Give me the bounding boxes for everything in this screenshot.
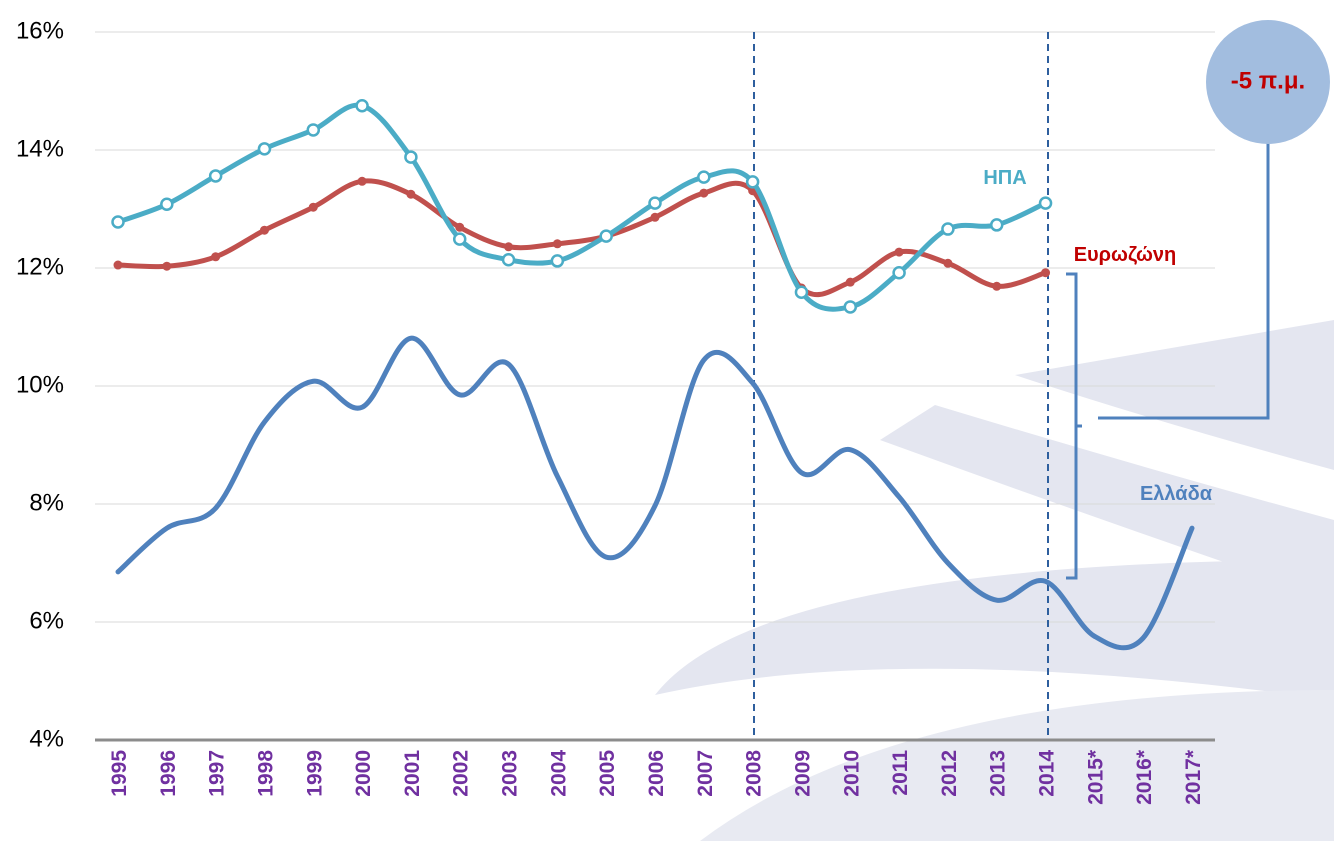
x-tick-label: 2015* bbox=[1084, 749, 1107, 805]
y-tick-label: 12% bbox=[16, 253, 64, 280]
marker bbox=[208, 169, 223, 183]
series-line bbox=[115, 178, 1049, 297]
marker bbox=[650, 212, 660, 222]
x-tick-label: 2003 bbox=[499, 750, 522, 797]
x-tick-label: 2004 bbox=[547, 750, 570, 797]
marker bbox=[357, 176, 367, 186]
marker bbox=[599, 229, 613, 243]
x-tick-label: 2016* bbox=[1133, 749, 1156, 805]
marker bbox=[306, 123, 321, 137]
marker bbox=[697, 170, 711, 184]
plot bbox=[111, 99, 1195, 651]
x-tick-label: 2011 bbox=[889, 750, 912, 796]
x-tick-label: 1996 bbox=[157, 750, 180, 797]
x-tick-label: 2008 bbox=[743, 750, 766, 797]
x-tick-label: 2007 bbox=[694, 750, 717, 797]
annotation-bubble bbox=[1206, 20, 1330, 144]
y-tick-label: 16% bbox=[16, 17, 64, 44]
x-tick-label: 2017* bbox=[1182, 749, 1205, 805]
x-tick-label: 2014 bbox=[1036, 750, 1059, 797]
connector bbox=[1098, 140, 1270, 420]
marker bbox=[1041, 268, 1051, 278]
x-tick-label: 2010 bbox=[840, 750, 863, 797]
x-tick-label: 1999 bbox=[303, 750, 326, 797]
series-label: Ευρωζώνη bbox=[1074, 244, 1177, 266]
y-tick-label: 14% bbox=[16, 135, 64, 162]
marker bbox=[355, 99, 369, 113]
marker bbox=[745, 175, 760, 189]
marker bbox=[892, 265, 906, 280]
series-line bbox=[115, 335, 1195, 651]
y-tick-label: 6% bbox=[29, 607, 64, 634]
marker bbox=[550, 254, 565, 268]
grid: 4% 6% 8% 10% 12% 14% 16% 1995 1996 1997 1998 1999 20… bbox=[16, 17, 1215, 805]
marker bbox=[259, 225, 269, 235]
marker bbox=[943, 258, 953, 268]
x-tick-label: 2001 bbox=[401, 750, 424, 797]
marker bbox=[455, 222, 465, 232]
marker bbox=[501, 252, 516, 267]
series-label: Ελλάδα bbox=[1140, 483, 1213, 505]
x-tick-label: 2002 bbox=[450, 750, 473, 797]
marker bbox=[404, 150, 418, 164]
marker bbox=[894, 247, 904, 257]
marker bbox=[162, 261, 172, 271]
marker bbox=[843, 300, 858, 314]
x-tick-label: 2009 bbox=[791, 750, 814, 797]
marker bbox=[113, 260, 123, 270]
x-tick-label: 2005 bbox=[596, 750, 619, 797]
marker bbox=[845, 277, 855, 287]
marker bbox=[648, 196, 662, 210]
marker bbox=[160, 197, 174, 212]
x-tick-label: 2012 bbox=[938, 750, 961, 797]
x-tick-label: 2000 bbox=[352, 750, 375, 797]
marker bbox=[552, 239, 562, 249]
marker bbox=[1038, 196, 1053, 210]
marker bbox=[452, 232, 467, 246]
x-tick-label: 2013 bbox=[987, 750, 1010, 797]
marker bbox=[699, 188, 709, 198]
marker bbox=[111, 215, 125, 229]
marker bbox=[406, 189, 416, 199]
marker bbox=[211, 252, 221, 262]
marker bbox=[989, 218, 1004, 232]
marker bbox=[992, 281, 1002, 291]
y-tick-label: 10% bbox=[16, 371, 64, 398]
x-tick-label: 2006 bbox=[645, 750, 668, 797]
y-tick-label: 4% bbox=[29, 725, 64, 752]
x-tick-label: 1997 bbox=[206, 750, 229, 797]
bracket bbox=[1066, 272, 1082, 580]
series-label: ΗΠΑ bbox=[983, 167, 1026, 189]
x-tick-label: 1998 bbox=[254, 750, 277, 797]
marker bbox=[794, 285, 809, 299]
y-tick-label: 8% bbox=[29, 489, 64, 516]
marker bbox=[308, 202, 318, 212]
series-line bbox=[115, 102, 1049, 312]
annotation: -5 π.μ. bbox=[1231, 67, 1305, 94]
x-tick-label: 1995 bbox=[108, 750, 131, 797]
marker bbox=[941, 222, 955, 236]
marker bbox=[257, 142, 272, 156]
marker bbox=[504, 242, 514, 252]
